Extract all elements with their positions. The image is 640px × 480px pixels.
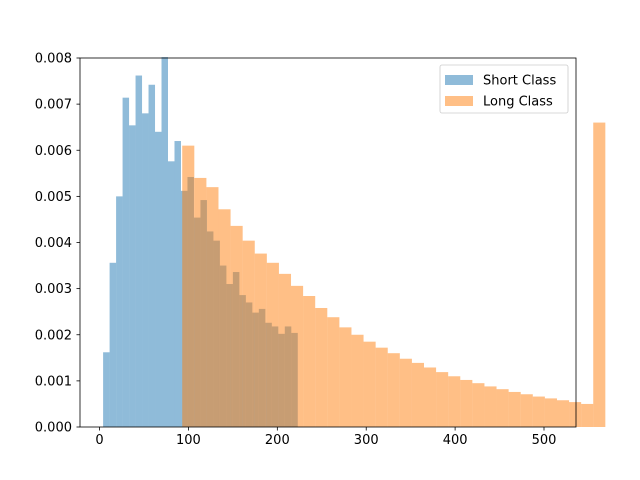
histogram-bar bbox=[363, 341, 376, 427]
histogram-bar bbox=[230, 225, 243, 427]
histogram-bar bbox=[387, 353, 400, 427]
y-tick-label: 0.004 bbox=[35, 236, 72, 251]
y-axis: 0.000 0.001 0.002 0.003 0.004 0.005 0.006 0.007… bbox=[35, 52, 80, 436]
y-tick-label: 0.008 bbox=[35, 52, 72, 67]
legend-swatch bbox=[445, 75, 473, 85]
y-tick-label: 0.000 bbox=[35, 421, 72, 436]
histogram-bar bbox=[581, 403, 594, 427]
histogram-bar bbox=[242, 240, 255, 427]
histogram-bar bbox=[532, 396, 545, 427]
histogram-bar bbox=[411, 362, 424, 427]
histogram-bar bbox=[161, 57, 168, 427]
histogram-bar bbox=[303, 296, 316, 427]
histogram-bar bbox=[496, 389, 509, 427]
histogram-bar bbox=[339, 327, 352, 427]
series-1 bbox=[182, 122, 606, 427]
histogram-bar bbox=[278, 273, 292, 427]
histogram-bar bbox=[129, 125, 136, 427]
histogram-bar bbox=[168, 161, 175, 427]
histogram-bar bbox=[593, 122, 606, 427]
histogram-bar bbox=[182, 145, 195, 427]
y-tick-label: 0.007 bbox=[35, 98, 72, 113]
histogram-bar bbox=[472, 383, 485, 427]
histogram-bar bbox=[254, 253, 267, 427]
histogram-bar bbox=[135, 75, 143, 427]
histogram-bar bbox=[122, 97, 130, 427]
x-tick-label: 500 bbox=[532, 433, 557, 448]
histogram-bar bbox=[520, 394, 533, 427]
y-tick-label: 0.003 bbox=[35, 282, 72, 297]
legend-swatch bbox=[445, 96, 473, 106]
y-tick-label: 0.001 bbox=[35, 374, 72, 389]
histogram-bar bbox=[327, 317, 340, 427]
x-tick-label: 200 bbox=[265, 433, 290, 448]
histogram-bar bbox=[544, 398, 557, 427]
histogram-bar bbox=[448, 376, 461, 427]
histogram-bar bbox=[206, 187, 219, 427]
histogram-bar bbox=[460, 379, 473, 427]
histogram-bar bbox=[351, 334, 364, 427]
x-axis: 0 100 200 300 400 500 bbox=[95, 427, 556, 448]
histogram-bar bbox=[116, 196, 123, 427]
histogram-bar bbox=[424, 367, 437, 427]
histogram-bar bbox=[291, 285, 304, 427]
histogram-bar bbox=[436, 372, 449, 427]
histogram-bar bbox=[569, 402, 582, 427]
y-tick-label: 0.002 bbox=[35, 328, 72, 343]
histogram-bar bbox=[218, 209, 231, 427]
histogram-bar bbox=[556, 400, 570, 427]
legend-label: Short Class bbox=[483, 74, 556, 89]
x-tick-label: 100 bbox=[176, 433, 201, 448]
histogram-bar bbox=[142, 113, 149, 427]
legend: Short Class Long Class bbox=[439, 64, 569, 114]
histogram-bar bbox=[375, 347, 388, 427]
histogram-bar bbox=[266, 262, 279, 427]
plot-area bbox=[103, 57, 606, 428]
histogram-bar bbox=[484, 386, 497, 427]
histogram-bar bbox=[109, 262, 117, 427]
legend-label: Long Class bbox=[483, 95, 553, 110]
histogram-bar bbox=[508, 391, 521, 427]
histogram-bar bbox=[155, 131, 162, 428]
histogram-bar bbox=[399, 358, 412, 427]
y-tick-label: 0.005 bbox=[35, 190, 72, 205]
x-tick-label: 400 bbox=[443, 433, 468, 448]
histogram-bar bbox=[315, 307, 328, 427]
histogram-bar bbox=[148, 84, 156, 427]
histogram-bar bbox=[194, 177, 207, 427]
x-tick-label: 0 bbox=[95, 433, 103, 448]
y-tick-label: 0.006 bbox=[35, 144, 72, 159]
x-tick-label: 300 bbox=[354, 433, 379, 448]
histogram-bar bbox=[174, 141, 181, 427]
histogram-bar bbox=[103, 352, 110, 427]
